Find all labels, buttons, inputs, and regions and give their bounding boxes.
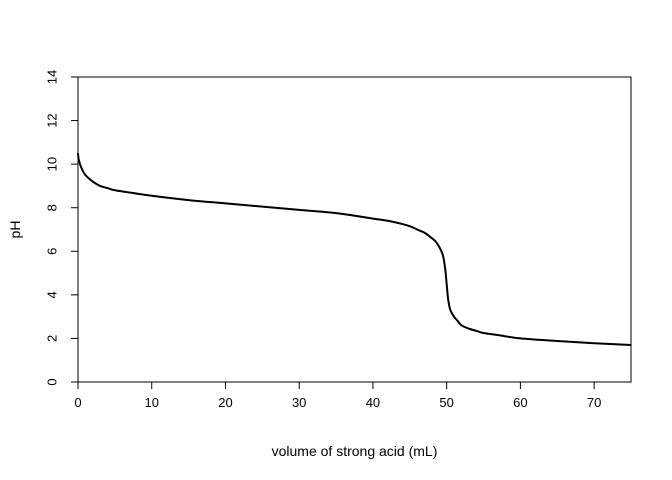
y-tick-label: 10: [45, 157, 60, 171]
titration-curve: [77, 153, 632, 346]
x-tick-label: 10: [144, 395, 158, 410]
y-tick-label: 8: [45, 204, 60, 211]
x-axis-title: volume of strong acid (mL): [272, 443, 438, 459]
x-tick-label: 70: [587, 395, 601, 410]
y-axis: 0 2 4 6 8 10 12 14: [45, 70, 78, 386]
y-tick-label: 4: [45, 291, 60, 298]
y-tick-label: 0: [45, 378, 60, 385]
x-tick-label: 0: [74, 395, 81, 410]
x-tick-label: 30: [292, 395, 306, 410]
y-tick-label: 2: [45, 335, 60, 342]
x-tick-label: 40: [366, 395, 380, 410]
y-tick-label: 14: [45, 70, 60, 84]
y-tick-label: 12: [45, 113, 60, 127]
x-axis: 0 10 20 30 40 50 60 70: [74, 382, 601, 410]
plot-frame: [77, 76, 632, 383]
x-tick-label: 50: [439, 395, 453, 410]
y-tick-label: 6: [45, 248, 60, 255]
x-tick-label: 60: [513, 395, 527, 410]
x-tick-label: 20: [218, 395, 232, 410]
y-axis-title: pH: [7, 221, 23, 239]
